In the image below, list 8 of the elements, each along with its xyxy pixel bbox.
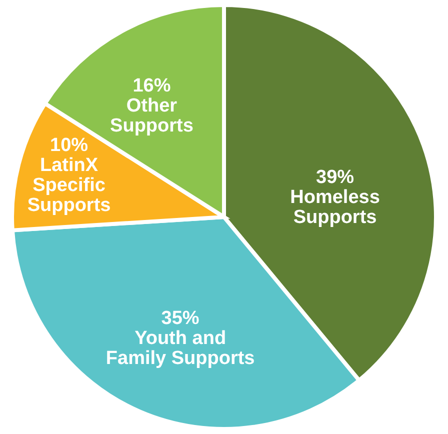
data-label: 39% [316,167,354,188]
slice-label: LatinX Specific Supports [27,155,111,216]
data-label: 35% [161,308,200,329]
data-label: 16% [132,76,171,97]
slice-label: Homeless Supports [290,187,380,228]
slice-label: Other Supports [110,96,194,137]
slice-label: Youth and Family Supports [106,328,255,369]
data-label: 10% [50,135,88,156]
